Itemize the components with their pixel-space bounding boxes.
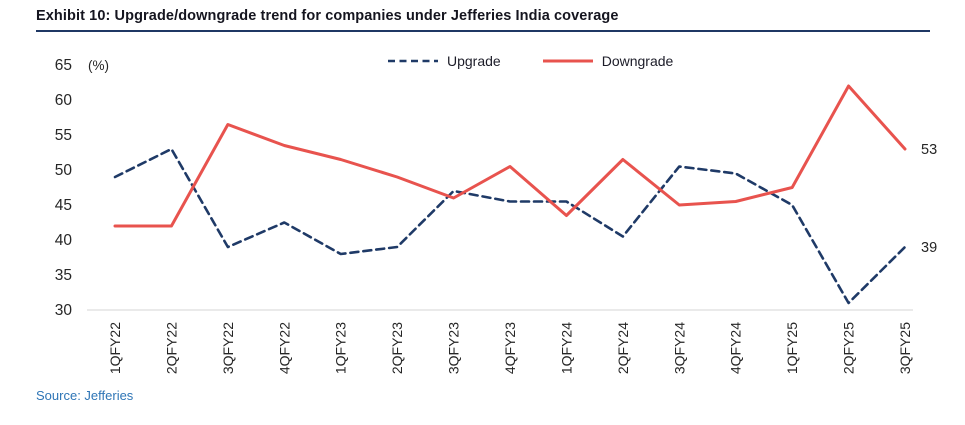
y-axis-unit-label: (%) bbox=[88, 58, 109, 73]
y-axis-tick-label: 65 bbox=[55, 57, 72, 74]
x-axis-tick-label: 2QFY24 bbox=[615, 322, 631, 374]
x-axis-tick-label: 4QFY23 bbox=[502, 322, 518, 374]
x-axis-tick-label: 2QFY22 bbox=[163, 322, 179, 374]
chart-plot-area: 65 60 55 50 45 40 35 30 (%) 1QFY22 2QFY22 3QFY22 4QF… bbox=[55, 57, 937, 374]
series-line-upgrade bbox=[113, 147, 907, 305]
x-axis-tick-label: 4QFY22 bbox=[276, 322, 292, 374]
y-axis-tick-label: 50 bbox=[55, 162, 73, 179]
x-axis-tick-label: 4QFY24 bbox=[728, 322, 744, 374]
legend-label-downgrade: Downgrade bbox=[601, 53, 674, 69]
chart: 65 60 55 50 45 40 35 30 (%) 1QFY22 2QFY22 3QFY22 4QF… bbox=[0, 45, 965, 395]
legend-label-upgrade: Upgrade bbox=[447, 53, 501, 69]
x-axis-tick-label: 1QFY22 bbox=[107, 322, 123, 374]
y-axis-tick-label: 55 bbox=[55, 127, 72, 144]
series-line-downgrade bbox=[113, 84, 907, 228]
y-axis-tick-label: 30 bbox=[55, 302, 73, 319]
x-axis-tick-label: 3QFY24 bbox=[671, 322, 687, 374]
x-axis-tick-label: 3QFY23 bbox=[446, 322, 462, 374]
y-axis-tick-label: 45 bbox=[55, 197, 72, 214]
series-end-label-upgrade: 39 bbox=[921, 240, 937, 256]
source-note: Source: Jefferies bbox=[36, 388, 134, 403]
y-axis-tick-label: 40 bbox=[55, 232, 73, 249]
x-axis-tick-label: 2QFY25 bbox=[841, 322, 857, 374]
dashed-line-icon bbox=[388, 59, 438, 63]
chart-legend: Upgrade Downgrade bbox=[388, 53, 673, 69]
legend-item-downgrade: Downgrade bbox=[542, 53, 674, 69]
x-axis-tick-label: 1QFY25 bbox=[784, 322, 800, 374]
x-axis-tick-label: 3QFY22 bbox=[220, 322, 236, 374]
title-rule bbox=[36, 30, 930, 32]
legend-item-upgrade: Upgrade bbox=[388, 53, 501, 69]
x-axis-tick-label: 2QFY23 bbox=[389, 322, 405, 374]
x-axis-tick-label: 1QFY23 bbox=[333, 322, 349, 374]
exhibit-title: Exhibit 10: Upgrade/downgrade trend for … bbox=[36, 8, 619, 24]
series-end-label-downgrade: 53 bbox=[921, 142, 937, 158]
y-axis-tick-label: 35 bbox=[55, 267, 72, 284]
y-axis-tick-label: 60 bbox=[55, 92, 73, 109]
x-axis-tick-label: 1QFY24 bbox=[558, 322, 574, 374]
solid-line-icon bbox=[542, 59, 593, 63]
x-axis-tick-label: 3QFY25 bbox=[897, 322, 913, 374]
